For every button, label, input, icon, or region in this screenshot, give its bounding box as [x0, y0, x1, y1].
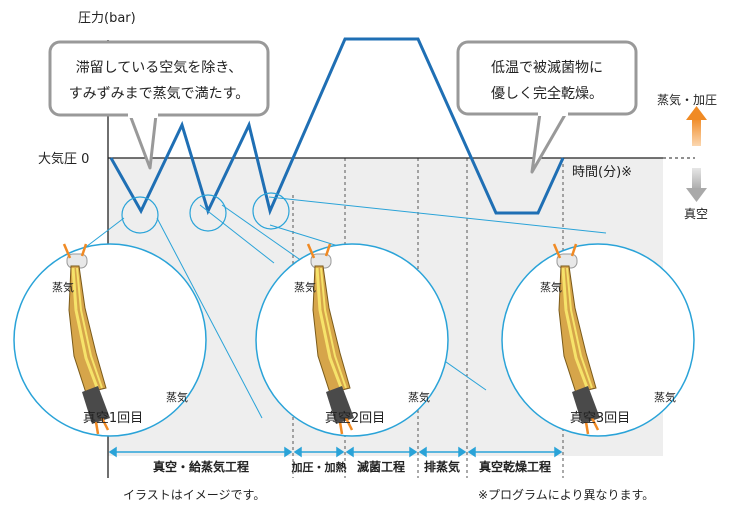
callout-right: 低温で被滅菌物に 優しく完全乾燥。 [458, 42, 636, 172]
zoom-2-caption: 真空2回目 [325, 411, 385, 426]
phase-label-pressurize-heat: 加圧・加熱 [291, 460, 347, 474]
callout-left-line1: 滞留している空気を除き、 [76, 60, 243, 76]
y-axis-label: 圧力(bar) [78, 11, 136, 26]
phase-label-sterilize: 滅菌工程 [357, 459, 405, 474]
zoom-circle-1: 蒸気 蒸気 真空1回目 [14, 244, 206, 436]
zoom-1-steam-label-2: 蒸気 [166, 390, 188, 404]
footnote-program: ※プログラムにより異なります。 [478, 488, 654, 502]
zoom-1-caption: 真空1回目 [83, 411, 143, 426]
phase-label-exhaust: 排蒸気 [424, 459, 460, 474]
time-axis-label: 時間(分)※ [572, 165, 632, 180]
callout-left: 滞留している空気を除き、 すみずみまで蒸気で満たす。 [50, 42, 268, 168]
zoom-circle-3: 蒸気 蒸気 真空3回目 [502, 244, 694, 436]
zoom-3-steam-label: 蒸気 [540, 280, 562, 294]
baseline-label: 大気圧 0 [38, 151, 89, 167]
phase-label-vacuum-dry: 真空乾燥工程 [479, 459, 551, 474]
zoom-3-steam-label-2: 蒸気 [654, 390, 676, 404]
zoom-2-steam-label: 蒸気 [294, 280, 316, 294]
phase-label-vacuum-steam: 真空・給蒸気工程 [153, 459, 249, 474]
pressure-up-label: 蒸気・加圧 [657, 92, 717, 107]
zoom-circle-2: 蒸気 蒸気 真空2回目 [256, 244, 448, 436]
vacuum-down-arrow [686, 168, 707, 202]
zoom-2-steam-label-2: 蒸気 [408, 390, 430, 404]
zoom-1-steam-label: 蒸気 [52, 280, 74, 294]
footnote-illustration: イラストはイメージです。 [123, 488, 265, 502]
callout-left-line2: すみずみまで蒸気で満たす。 [69, 86, 250, 102]
zoom-3-caption: 真空3回目 [570, 411, 630, 426]
callout-right-line2: 優しく完全乾燥。 [491, 85, 603, 102]
pressure-up-arrow [686, 106, 707, 146]
vacuum-down-label: 真空 [684, 207, 708, 221]
callout-right-line1: 低温で被滅菌物に [491, 60, 603, 76]
